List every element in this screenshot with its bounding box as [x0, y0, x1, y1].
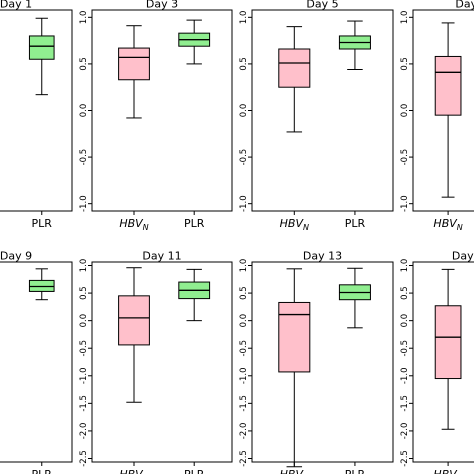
y-tick-label: -2.5: [79, 450, 89, 467]
panel-frame: [251, 261, 394, 463]
y-tick-label: -1.5: [239, 395, 249, 412]
panel-3: Day 5 1.0 0.5 0.0 -0.5 -1.0 HBVN PLR: [239, 0, 394, 232]
y-tick-label: -2.0: [239, 423, 249, 440]
y-tick-label: 0.5: [239, 57, 249, 71]
category-label-hbvn: HBVN: [119, 468, 148, 474]
category-label-plr: PLR: [184, 468, 205, 474]
category-label-plr: PLR: [345, 468, 366, 474]
box-hbvn: [118, 25, 150, 119]
y-tick-label: -2.0: [400, 423, 410, 440]
y-tick-label: -1.5: [400, 395, 410, 412]
box-hbvn: [278, 26, 311, 133]
y-tick-label: 1.0: [400, 259, 410, 273]
box-hbvn: [434, 22, 462, 198]
y-tick-label: -0.5: [239, 340, 249, 357]
y-tick-label: -0.5: [239, 149, 249, 166]
iqr-box: [118, 295, 150, 346]
panel-frame: [412, 261, 474, 463]
y-tick-label: -2.5: [239, 450, 249, 467]
y-tick-label: -1.0: [239, 367, 249, 384]
panel-frame: [0, 261, 73, 463]
y-tick-label: 0.5: [400, 286, 410, 300]
box-hbvn: [118, 267, 150, 403]
panel-7: Day 13 1.0 0.5 0.0 -0.5 -1.0 -1.5 -2.0 -2.5 HBVN P…: [239, 250, 394, 474]
box-plr: [28, 268, 55, 301]
y-tick-label: -0.5: [79, 340, 89, 357]
category-label-plr: PLR: [32, 217, 53, 230]
y-tick-label: 0.5: [79, 286, 89, 300]
category-label-plr: PLR: [184, 217, 205, 230]
category-label-hbvn: HBVN: [119, 217, 148, 232]
panel-title: Day 9: [0, 250, 32, 263]
box-plr: [178, 19, 211, 65]
iqr-box: [278, 301, 311, 373]
box-plr: [178, 268, 211, 322]
y-tick-label: 1.0: [79, 259, 89, 273]
y-tick-label: 1.0: [239, 259, 249, 273]
panel-frame: [0, 9, 73, 212]
panel-title: Day 15: [452, 250, 474, 263]
y-tick-label: 1.0: [239, 11, 249, 25]
iqr-box: [434, 55, 462, 116]
iqr-box: [434, 305, 462, 380]
y-tick-label: -0.5: [79, 149, 89, 166]
panel-1: Day 1 PLR: [0, 0, 73, 230]
box-plr: [338, 20, 371, 70]
y-tick-label: 0.5: [239, 286, 249, 300]
y-tick-label: -0.5: [400, 340, 410, 357]
y-tick-label: -2.0: [79, 423, 89, 440]
panel-title: Day 1: [0, 0, 32, 11]
panel-8: Day 15 1.0 0.5 0.0 -0.5 -1.0 -1.5 -2.0 -2.5 HBVN: [400, 250, 474, 474]
panel-frame: [91, 9, 233, 212]
iqr-box: [118, 47, 150, 81]
y-tick-label: 0.0: [239, 314, 249, 328]
y-tick-label: 0.5: [400, 57, 410, 71]
y-tick-label: 0.5: [79, 57, 89, 71]
y-tick-label: -0.5: [400, 149, 410, 166]
panel-5: Day 9 PLR: [0, 250, 73, 474]
panel-6: Day 11 1.0 0.5 0.0 -0.5 -1.0 -1.5 -2.0 -2.5 HBVN P…: [79, 250, 233, 474]
panel-4: Day 7 1.0 0.5 0.0 -0.5 -1.0 HBVN: [400, 0, 474, 232]
category-label-plr: PLR: [32, 468, 53, 474]
panel-title: Day 13: [303, 250, 342, 263]
box-hbvn: [434, 268, 462, 430]
y-tick-label: 1.0: [400, 11, 410, 25]
y-tick-label: -1.0: [400, 195, 410, 212]
y-tick-label: 0.0: [79, 314, 89, 328]
category-label-hbvn: HBVN: [433, 468, 462, 474]
box-plr: [338, 267, 371, 329]
y-tick-label: -1.0: [79, 367, 89, 384]
iqr-box: [278, 48, 311, 88]
iqr-box: [28, 35, 55, 60]
box-plr: [28, 17, 55, 96]
y-tick-label: 0.0: [79, 104, 89, 118]
panel-title: Day 5: [306, 0, 338, 11]
category-label-plr: PLR: [345, 217, 366, 230]
y-tick-label: 0.0: [400, 104, 410, 118]
panel-title: Day 3: [146, 0, 178, 11]
panel-title: Day 11: [142, 250, 181, 263]
y-tick-label: 1.0: [79, 11, 89, 25]
category-label-hbvn: HBVN: [280, 468, 309, 474]
panel-2: Day 3 1.0 0.5 0.0 -0.5 -1.0 HBVN PLR: [79, 0, 233, 232]
y-tick-label: -1.0: [400, 367, 410, 384]
panel-title: Day 7: [455, 0, 474, 11]
y-tick-label: 0.0: [239, 104, 249, 118]
y-tick-label: -1.0: [239, 195, 249, 212]
category-label-hbvn: HBVN: [280, 217, 309, 232]
y-tick-label: -1.5: [79, 395, 89, 412]
box-hbvn: [278, 268, 311, 468]
y-tick-label: 0.0: [400, 314, 410, 328]
y-tick-label: -2.5: [400, 450, 410, 467]
panel-frame: [251, 9, 394, 212]
y-tick-label: -1.0: [79, 195, 89, 212]
panel-frame: [91, 261, 233, 463]
category-label-hbvn: HBVN: [433, 217, 462, 232]
